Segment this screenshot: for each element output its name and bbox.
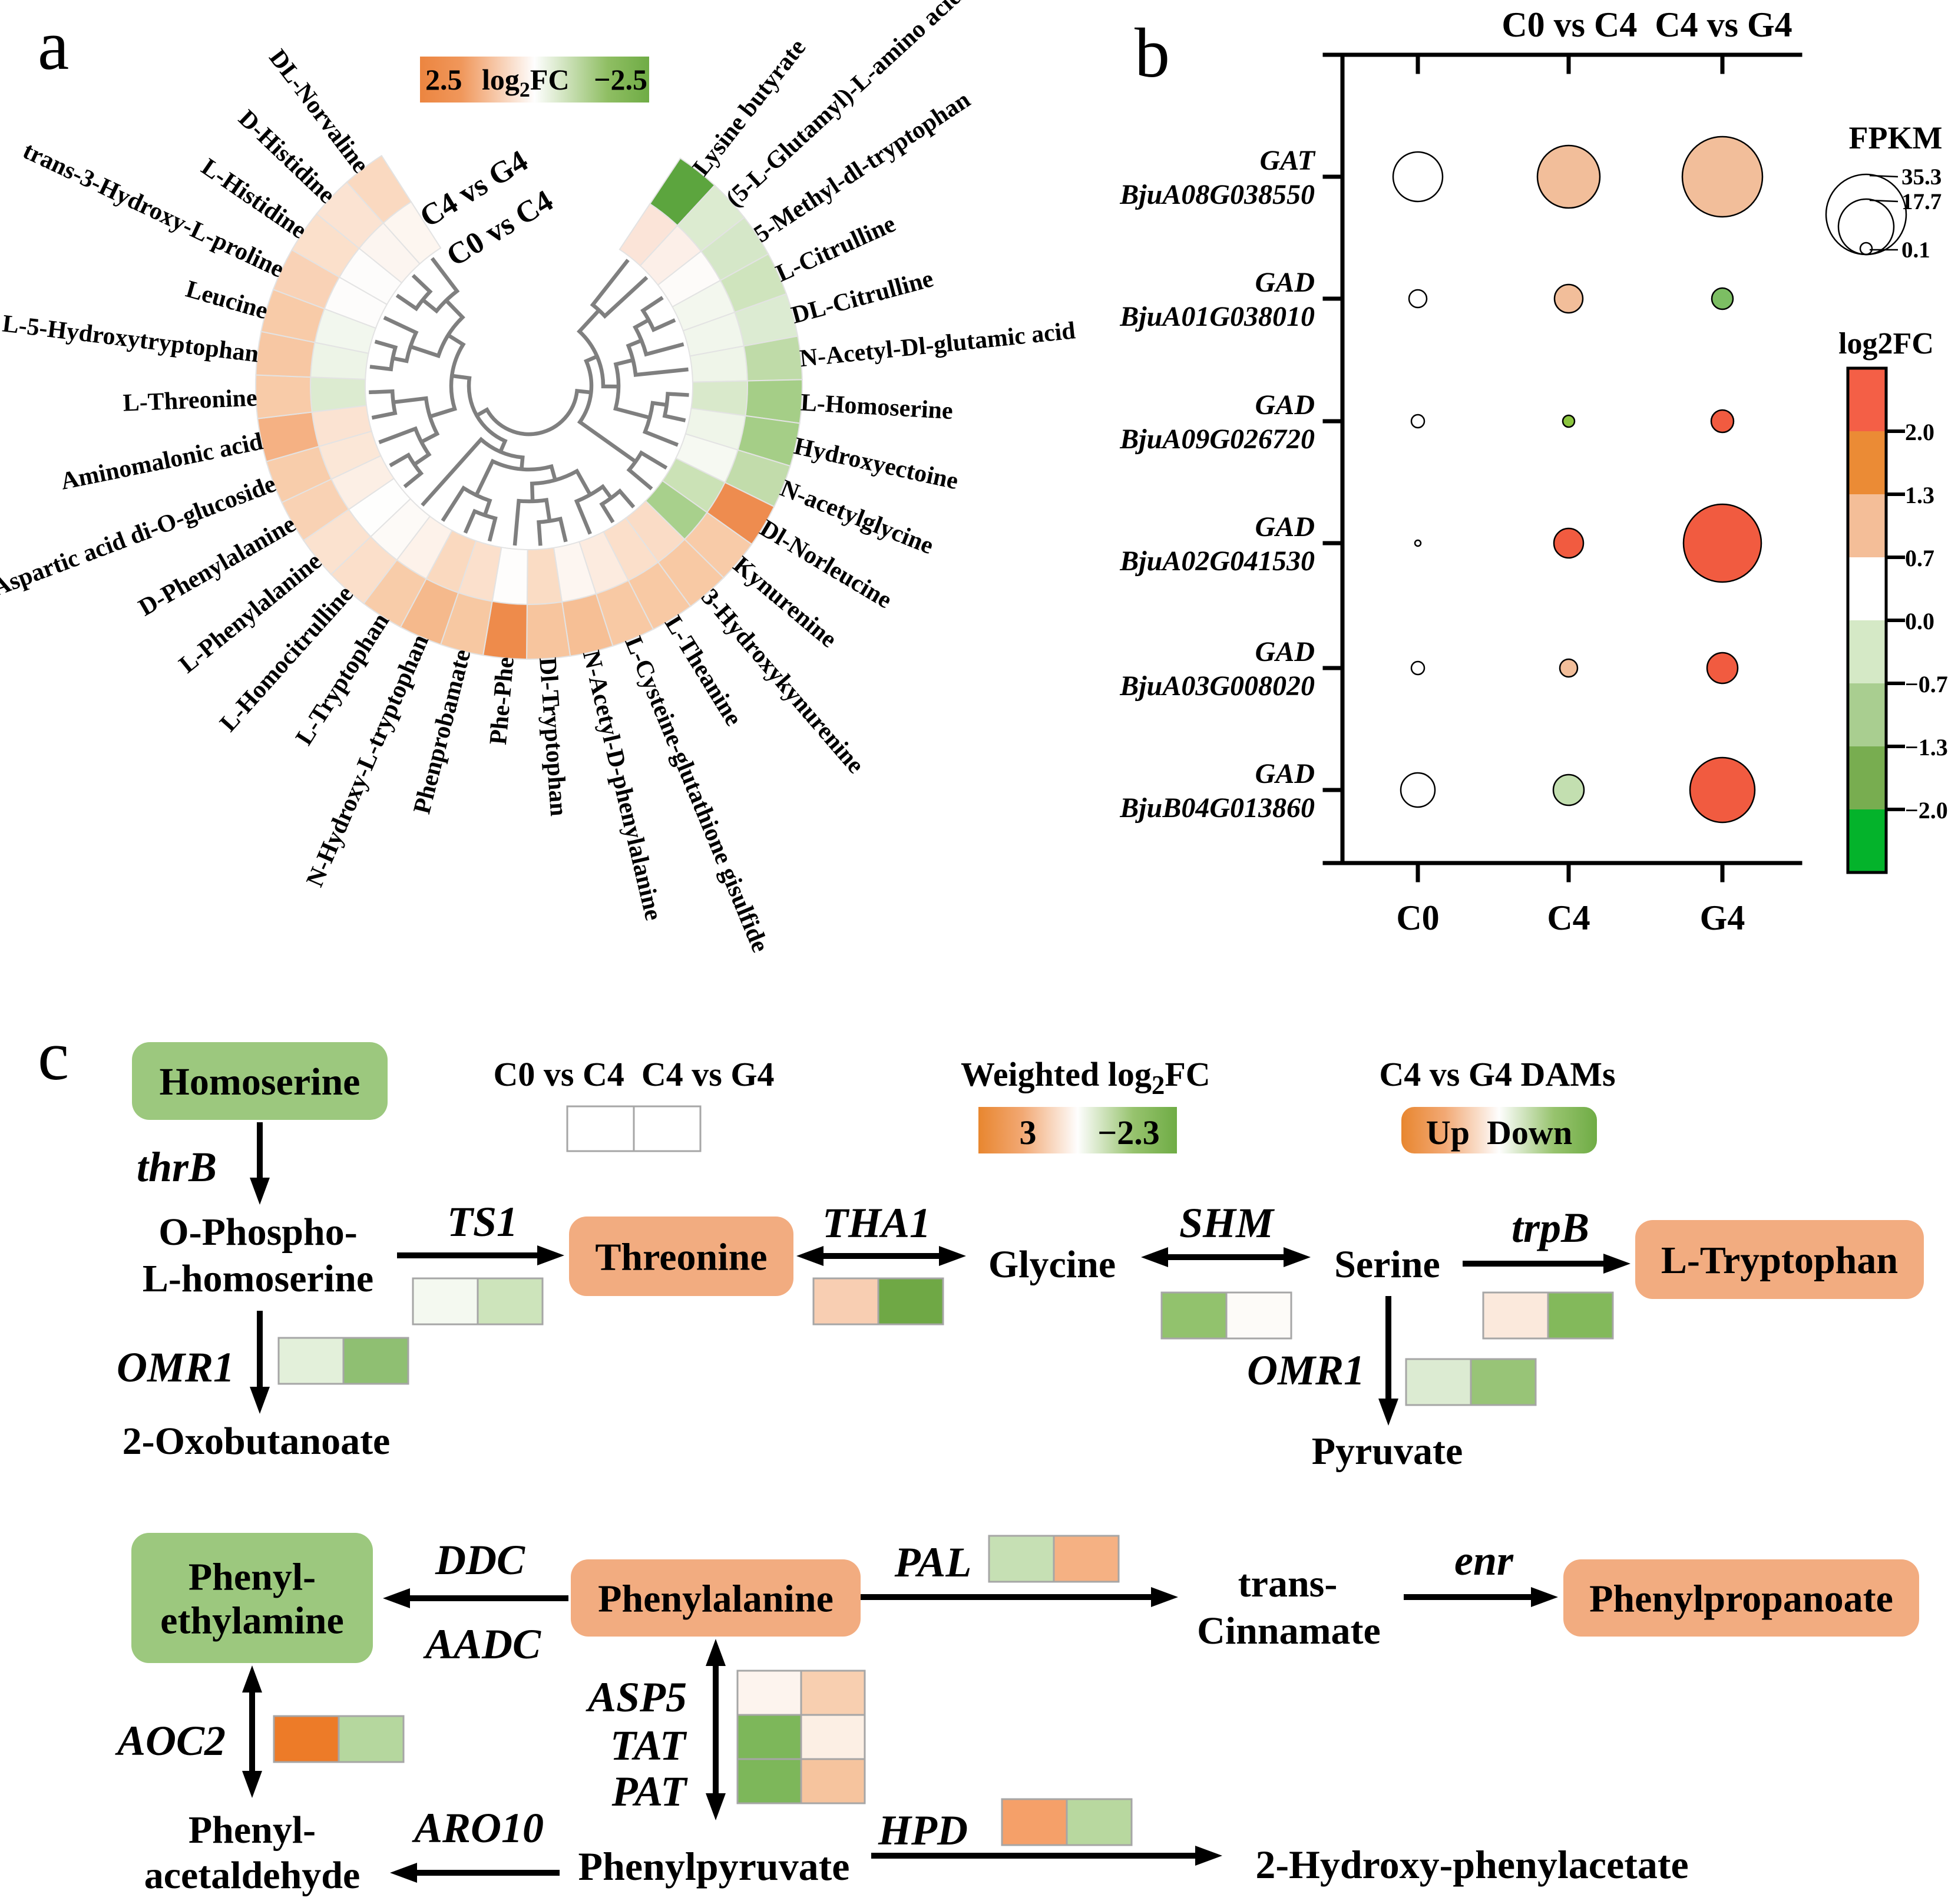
svg-text:Phenyl-: Phenyl- xyxy=(188,1556,316,1599)
svg-text:35.3: 35.3 xyxy=(1901,164,1942,190)
svg-text:GAD: GAD xyxy=(1255,267,1315,298)
svg-text:−2.5: −2.5 xyxy=(594,63,647,96)
svg-text:BjuA01G038010: BjuA01G038010 xyxy=(1119,301,1315,332)
svg-text:trpB: trpB xyxy=(1512,1204,1589,1251)
svg-text:2-Oxobutanoate: 2-Oxobutanoate xyxy=(123,1420,391,1463)
svg-text:thrB: thrB xyxy=(137,1143,217,1191)
svg-text:BjuA09G026720: BjuA09G026720 xyxy=(1119,424,1315,455)
svg-text:Up Down: Up Down xyxy=(1426,1113,1572,1152)
svg-text:Threonine: Threonine xyxy=(595,1236,767,1279)
svg-text:log2FC: log2FC xyxy=(1838,327,1934,361)
svg-text:BjuA02G041530: BjuA02G041530 xyxy=(1119,546,1315,577)
svg-text:THA1: THA1 xyxy=(822,1199,931,1247)
svg-text:GAT: GAT xyxy=(1260,145,1316,176)
svg-text:SHM: SHM xyxy=(1179,1199,1275,1247)
svg-text:3: 3 xyxy=(1020,1113,1037,1152)
svg-text:2.5: 2.5 xyxy=(425,63,462,96)
svg-text:G4: G4 xyxy=(1700,898,1745,937)
svg-text:b: b xyxy=(1135,14,1170,92)
svg-text:acetaldehyde: acetaldehyde xyxy=(144,1854,361,1897)
svg-text:FPKM: FPKM xyxy=(1849,120,1943,156)
svg-text:C0 vs C4 C4 vs G4: C0 vs C4 C4 vs G4 xyxy=(1501,5,1792,44)
svg-text:enr: enr xyxy=(1454,1537,1514,1584)
svg-text:−1.3: −1.3 xyxy=(1905,734,1948,761)
svg-text:c: c xyxy=(38,1016,69,1095)
svg-text:C0 vs C4 C4 vs G4: C0 vs C4 C4 vs G4 xyxy=(494,1055,775,1093)
svg-text:−0.7: −0.7 xyxy=(1905,671,1948,698)
svg-text:GAD: GAD xyxy=(1255,758,1315,789)
svg-text:L-Tryptophan: L-Tryptophan xyxy=(1661,1239,1898,1282)
svg-text:Phenylpropanoate: Phenylpropanoate xyxy=(1589,1578,1893,1621)
svg-text:ASP5: ASP5 xyxy=(586,1674,687,1721)
svg-text:BjuA08G038550: BjuA08G038550 xyxy=(1119,179,1315,210)
svg-text:PAT: PAT xyxy=(611,1768,689,1815)
svg-text:Homoserine: Homoserine xyxy=(160,1060,361,1103)
svg-text:1.3: 1.3 xyxy=(1905,482,1934,508)
svg-text:O-Phospho-: O-Phospho- xyxy=(158,1211,357,1254)
svg-text:Glycine: Glycine xyxy=(988,1243,1116,1286)
svg-text:17.7: 17.7 xyxy=(1901,189,1942,214)
svg-text:BjuB04G013860: BjuB04G013860 xyxy=(1119,792,1315,824)
svg-text:C4: C4 xyxy=(1547,898,1590,937)
svg-text:GAD: GAD xyxy=(1255,389,1315,421)
svg-text:AADC: AADC xyxy=(423,1621,541,1668)
svg-text:Weighted log2FC: Weighted log2FC xyxy=(961,1055,1211,1100)
svg-text:GAD: GAD xyxy=(1255,511,1315,543)
svg-text:Serine: Serine xyxy=(1334,1243,1440,1286)
svg-text:ARO10: ARO10 xyxy=(412,1804,544,1852)
svg-text:OMR1: OMR1 xyxy=(1247,1347,1365,1394)
svg-text:OMR1: OMR1 xyxy=(117,1344,234,1391)
svg-text:ethylamine: ethylamine xyxy=(160,1599,344,1642)
svg-text:C4 vs G4 DAMs: C4 vs G4 DAMs xyxy=(1379,1055,1615,1093)
svg-text:Cinnamate: Cinnamate xyxy=(1197,1609,1381,1652)
svg-text:L-Threonine: L-Threonine xyxy=(123,385,258,417)
svg-text:C0: C0 xyxy=(1396,898,1439,937)
svg-text:HPD: HPD xyxy=(878,1807,968,1854)
svg-text:TS1: TS1 xyxy=(447,1198,518,1245)
svg-text:L-homoserine: L-homoserine xyxy=(143,1257,373,1300)
svg-text:−2.0: −2.0 xyxy=(1905,797,1948,824)
svg-text:−2.3: −2.3 xyxy=(1097,1113,1160,1152)
svg-text:trans-: trans- xyxy=(1238,1562,1338,1605)
svg-text:a: a xyxy=(38,6,69,84)
svg-text:PAL: PAL xyxy=(894,1539,972,1586)
svg-text:BjuA03G008020: BjuA03G008020 xyxy=(1119,670,1315,702)
svg-text:0.0: 0.0 xyxy=(1905,608,1934,634)
svg-text:2-Hydroxy-phenylacetate: 2-Hydroxy-phenylacetate xyxy=(1255,1842,1688,1887)
svg-text:AOC2: AOC2 xyxy=(115,1717,226,1764)
svg-text:Phenylpyruvate: Phenylpyruvate xyxy=(578,1844,850,1889)
svg-text:DDC: DDC xyxy=(435,1536,525,1584)
svg-text:2.0: 2.0 xyxy=(1905,419,1934,445)
svg-text:Phenylalanine: Phenylalanine xyxy=(598,1578,834,1621)
svg-text:0.7: 0.7 xyxy=(1905,545,1934,571)
svg-text:GAD: GAD xyxy=(1255,636,1315,667)
svg-text:0.1: 0.1 xyxy=(1901,237,1930,263)
svg-text:TAT: TAT xyxy=(610,1722,687,1769)
svg-text:Phenyl-: Phenyl- xyxy=(188,1809,316,1852)
svg-text:Pyruvate: Pyruvate xyxy=(1312,1430,1463,1473)
